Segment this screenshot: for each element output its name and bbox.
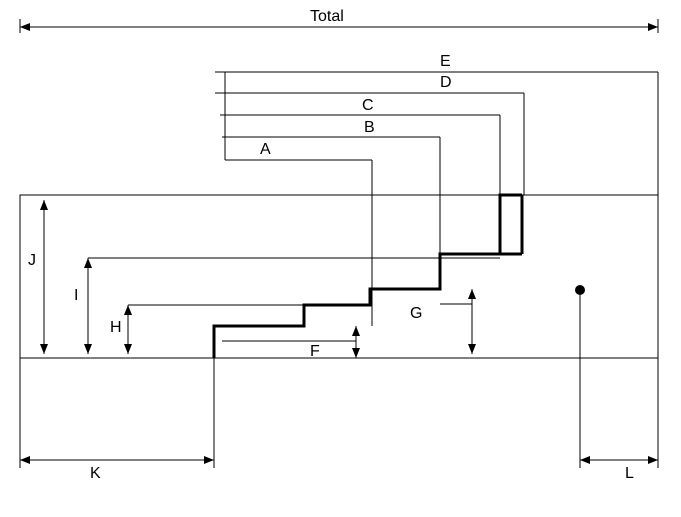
diagram-line (124, 305, 132, 315)
label-A: A (260, 141, 271, 158)
reference-dot (575, 285, 585, 295)
label-H: H (110, 319, 122, 336)
diagram-line (468, 344, 476, 354)
label-L: L (625, 465, 634, 482)
label-B: B (364, 119, 375, 136)
diagram-line (84, 258, 92, 268)
diagram-line (648, 456, 658, 464)
diagram-line (580, 456, 590, 464)
diagram-line (352, 326, 360, 336)
diagram-line (124, 344, 132, 354)
diagram-line (20, 23, 30, 31)
diagram-line (84, 344, 92, 354)
diagram-line (648, 23, 658, 31)
diagram-line (468, 289, 476, 299)
label-total: Total (310, 8, 344, 25)
label-J: J (28, 252, 36, 269)
label-K: K (90, 465, 101, 482)
diagram-line (40, 344, 48, 354)
label-E: E (440, 53, 451, 70)
diagram-line (204, 456, 214, 464)
stair-profile (214, 195, 522, 358)
label-D: D (440, 74, 452, 91)
diagram-line (20, 456, 30, 464)
label-G: G (410, 305, 422, 322)
label-F: F (310, 343, 320, 360)
label-C: C (362, 97, 374, 114)
diagram-line (40, 200, 48, 210)
diagram-line (352, 348, 360, 358)
label-I: I (74, 287, 78, 304)
